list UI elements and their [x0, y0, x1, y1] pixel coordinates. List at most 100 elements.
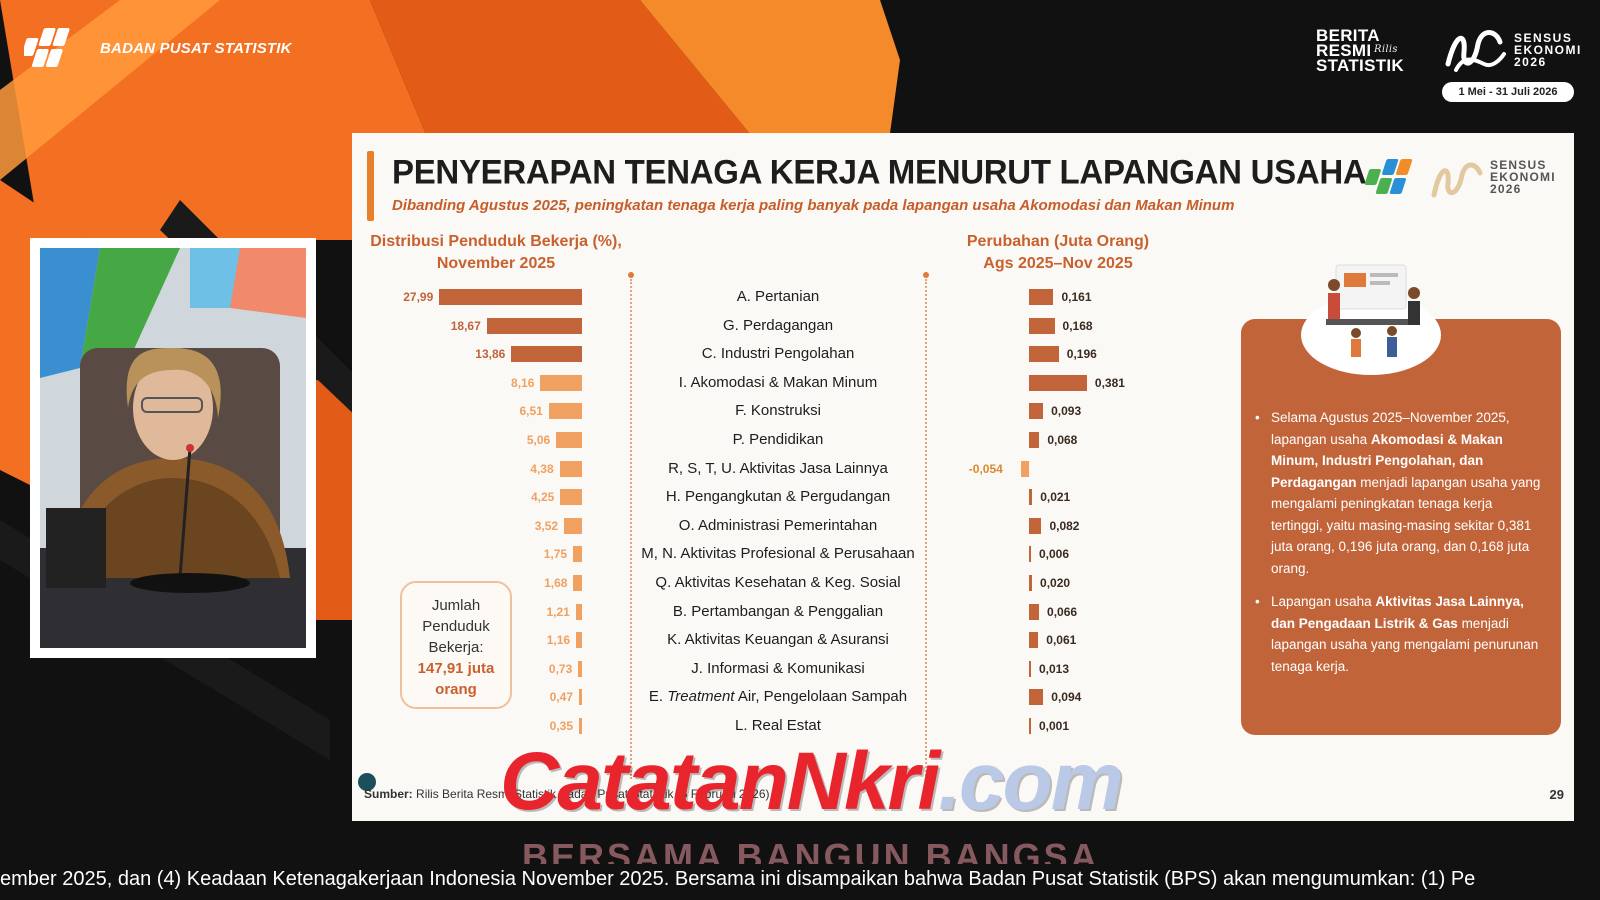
change-bar [1029, 374, 1087, 391]
distribution-bar [556, 432, 582, 448]
change-bar [1029, 403, 1044, 420]
change-value: 0,066 [1047, 604, 1078, 619]
source-text: Rilis Berita Resmi Statistik Badan Pusat… [416, 787, 770, 801]
slide-logo-line-2: EKONOMI [1490, 170, 1556, 184]
presentation-slide: PENYERAPAN TENAGA KERJA MENURUT LAPANGAN… [352, 133, 1574, 821]
census-line-1: SENSUS [1514, 31, 1573, 45]
change-value: 0,020 [1040, 576, 1071, 590]
category-label: I. Akomodasi & Makan Minum [678, 373, 878, 391]
distribution-value: 4,25 [530, 490, 555, 505]
category-label: P. Pendidikan [732, 431, 824, 448]
change-bar [1029, 575, 1033, 591]
distribution-bar [575, 603, 582, 620]
slide-logos: SENSUS EKONOMI 2026 [1362, 155, 1562, 207]
category-label: E. Treatment Air, Pengelolaan Sampah [648, 688, 908, 706]
census-line-2: EKONOMI [1514, 43, 1582, 57]
divider-right [925, 279, 927, 779]
change-header-line-1: Perubahan (Juta Orang) [966, 233, 1150, 250]
bps-color-logo-icon [1364, 159, 1483, 198]
brs-line-1: BERITA [1316, 26, 1380, 45]
brs-line-2: RESMI [1316, 41, 1372, 60]
change-bar [1029, 517, 1042, 534]
watermark-logo: CatatanNkri.com [500, 736, 1124, 827]
brs-line-3: STATISTIK [1316, 56, 1405, 75]
change-header: Perubahan (Juta Orang) Ags 2025–Nov 2025 [948, 231, 1168, 275]
change-bar [1020, 460, 1029, 477]
change-value: 0,381 [1094, 375, 1125, 390]
change-bar [1029, 632, 1039, 649]
distribution-value: 18,67 [450, 318, 481, 333]
distribution-bar [486, 317, 582, 334]
page-number: 29 [1549, 787, 1564, 802]
change-value: 0,168 [1062, 318, 1093, 333]
change-bar [1029, 689, 1044, 706]
source-label: Sumber: [364, 787, 413, 801]
category-label: L. Real Estat [735, 717, 821, 734]
distribution-value: 5,06 [526, 433, 551, 447]
category-label: G. Perdagangan [722, 316, 834, 334]
census-logo: SENSUS EKONOMI 2026 [1442, 24, 1582, 76]
change-value: 0,068 [1047, 433, 1078, 447]
distribution-value: 1,21 [546, 604, 570, 619]
category-label: B. Pertambangan & Penggalian [672, 602, 884, 620]
finding-item: Lapangan usaha Aktivitas Jasa Lainnya, d… [1253, 591, 1545, 677]
distribution-value: 1,68 [544, 576, 568, 590]
distribution-bar [578, 660, 582, 677]
finding-item: Selama Agustus 2025–November 2025, lapan… [1253, 407, 1545, 579]
distribution-value: 0,35 [549, 719, 573, 733]
change-value: 0,082 [1049, 518, 1080, 533]
change-bar [1029, 317, 1055, 334]
change-value: 0,093 [1051, 404, 1082, 419]
title-accent-bar [367, 151, 374, 221]
distribution-value: 1,75 [543, 547, 568, 562]
distribution-value: 1,16 [546, 633, 571, 648]
distribution-value: 0,73 [548, 661, 573, 676]
change-bar [1029, 546, 1031, 563]
bps-logo: BADAN PUSAT STATISTIK [24, 22, 292, 74]
distribution-bar [560, 489, 582, 506]
brs-script: Rilis [1374, 44, 1398, 55]
distribution-bar [439, 289, 582, 305]
change-bar [1029, 718, 1031, 734]
change-value: -0,054 [968, 461, 1003, 476]
slide-logo-line-3: 2026 [1490, 182, 1522, 196]
distribution-bar [573, 575, 582, 591]
divider-right-cap [923, 272, 929, 278]
distribution-bar [579, 718, 582, 734]
distribution-value: 3,52 [534, 518, 559, 533]
distribution-bar [548, 403, 582, 420]
change-value: 0,161 [1061, 290, 1092, 304]
category-label: J. Informasi & Komunikasi [691, 659, 865, 677]
category-label: H. Pengangkutan & Pergudangan [665, 488, 891, 506]
distribution-value: 6,51 [519, 404, 543, 419]
change-value: 0,021 [1040, 490, 1071, 505]
news-ticker: ember 2025, dan (4) Keadaan Ketenagakerj… [0, 864, 1600, 900]
change-value: 0,196 [1066, 347, 1097, 362]
category-label: M, N. Aktivitas Profesional & Perusahaan [641, 545, 915, 563]
census-date-pill: 1 Mei - 31 Juli 2026 [1442, 82, 1574, 102]
change-value: 0,094 [1051, 690, 1082, 705]
distribution-header: Distribusi Penduduk Bekerja (%), Novembe… [366, 231, 626, 275]
speaker-video-image [40, 248, 306, 648]
office-team-illustration [1301, 264, 1441, 375]
speaker-webcam [30, 238, 316, 658]
distribution-header-line-1: Distribusi Penduduk Bekerja (%), [370, 233, 622, 250]
distribution-value: 0,47 [549, 690, 573, 705]
change-value: 0,006 [1039, 547, 1070, 562]
distribution-bar [559, 460, 582, 477]
distribution-value: 13,86 [475, 347, 506, 362]
change-bar [1029, 289, 1054, 305]
change-header-line-2: Ags 2025–Nov 2025 [983, 255, 1133, 272]
source-note: Sumber: Rilis Berita Resmi Statistik Bad… [364, 787, 770, 801]
slide-logo-line-1: SENSUS [1490, 158, 1547, 172]
census-line-3: 2026 [1514, 55, 1547, 69]
pen-tool-icon[interactable] [358, 773, 376, 791]
category-label: K. Aktivitas Keuangan & Asuransi [667, 631, 889, 649]
category-label: C. Industri Pengolahan [701, 345, 855, 363]
distribution-bar [579, 689, 582, 706]
slide-title: PENYERAPAN TENAGA KERJA MENURUT LAPANGAN… [392, 152, 1367, 191]
distribution-bar [564, 517, 582, 534]
category-label: A. Pertanian [736, 288, 820, 305]
change-value: 0,061 [1046, 633, 1077, 648]
divider-left-cap [628, 272, 634, 278]
